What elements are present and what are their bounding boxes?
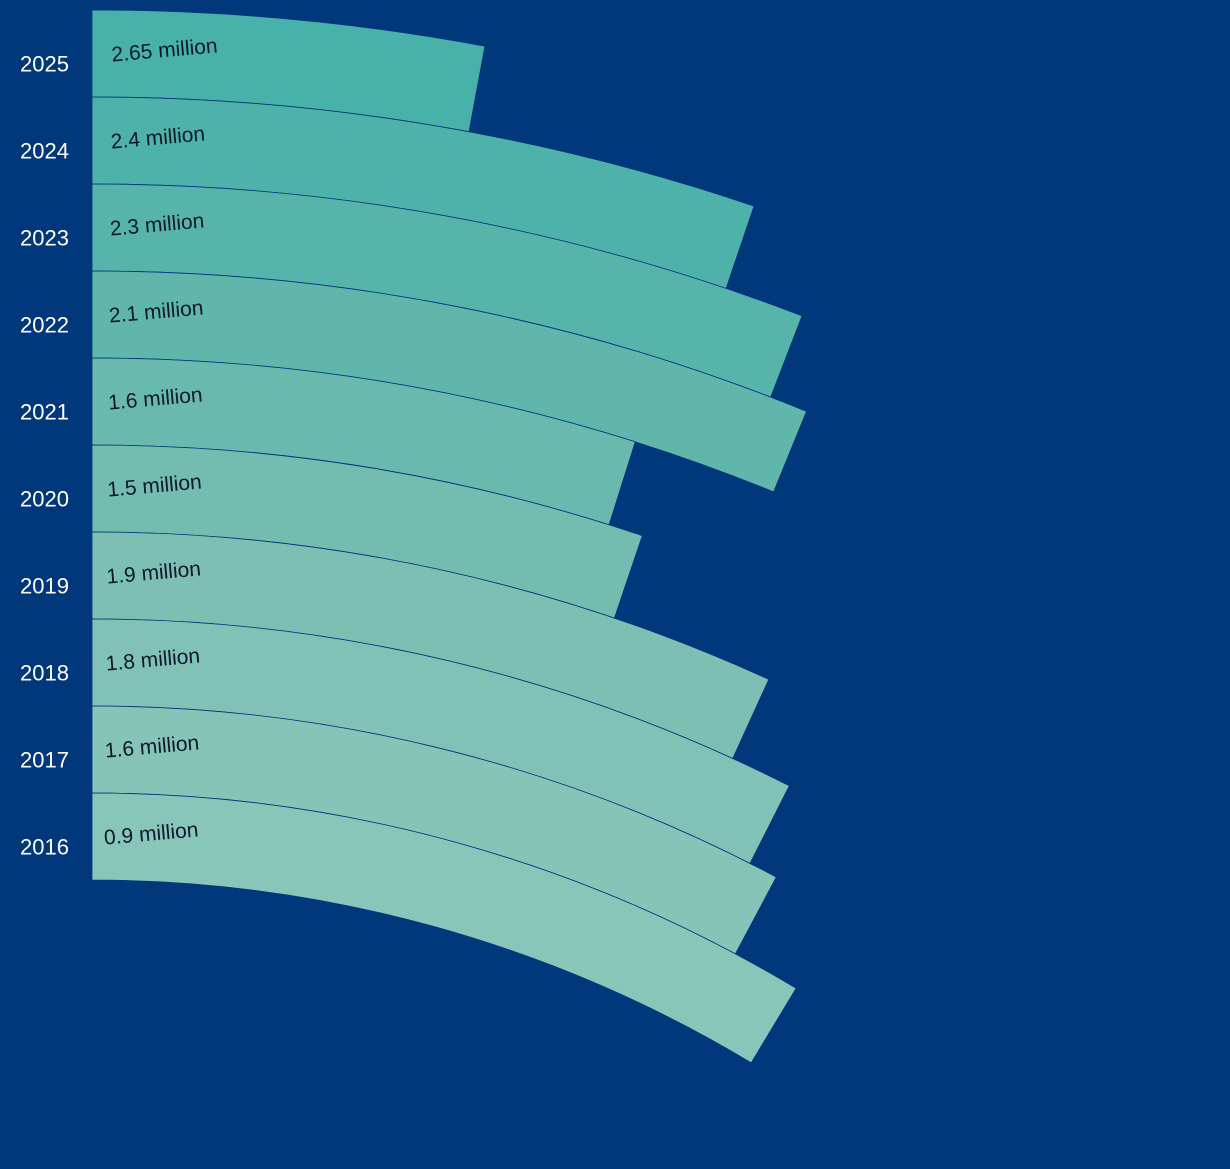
year-label-2018: 2018 (20, 661, 69, 686)
year-label-2025: 2025 (20, 52, 69, 77)
year-label-2022: 2022 (20, 313, 69, 338)
year-label-2016: 2016 (20, 835, 69, 860)
year-label-2024: 2024 (20, 139, 69, 164)
year-labels: 2016 2017 2018 2019 2020 2021 2022 2023 2024 2025 (20, 52, 69, 860)
bar-2016 (91, 792, 797, 1064)
year-label-2023: 2023 (20, 226, 69, 251)
year-label-2021: 2021 (20, 400, 69, 425)
year-label-2020: 2020 (20, 487, 69, 512)
chart-bars (91, 9, 808, 1064)
year-label-2019: 2019 (20, 574, 69, 599)
year-label-2017: 2017 (20, 748, 69, 773)
